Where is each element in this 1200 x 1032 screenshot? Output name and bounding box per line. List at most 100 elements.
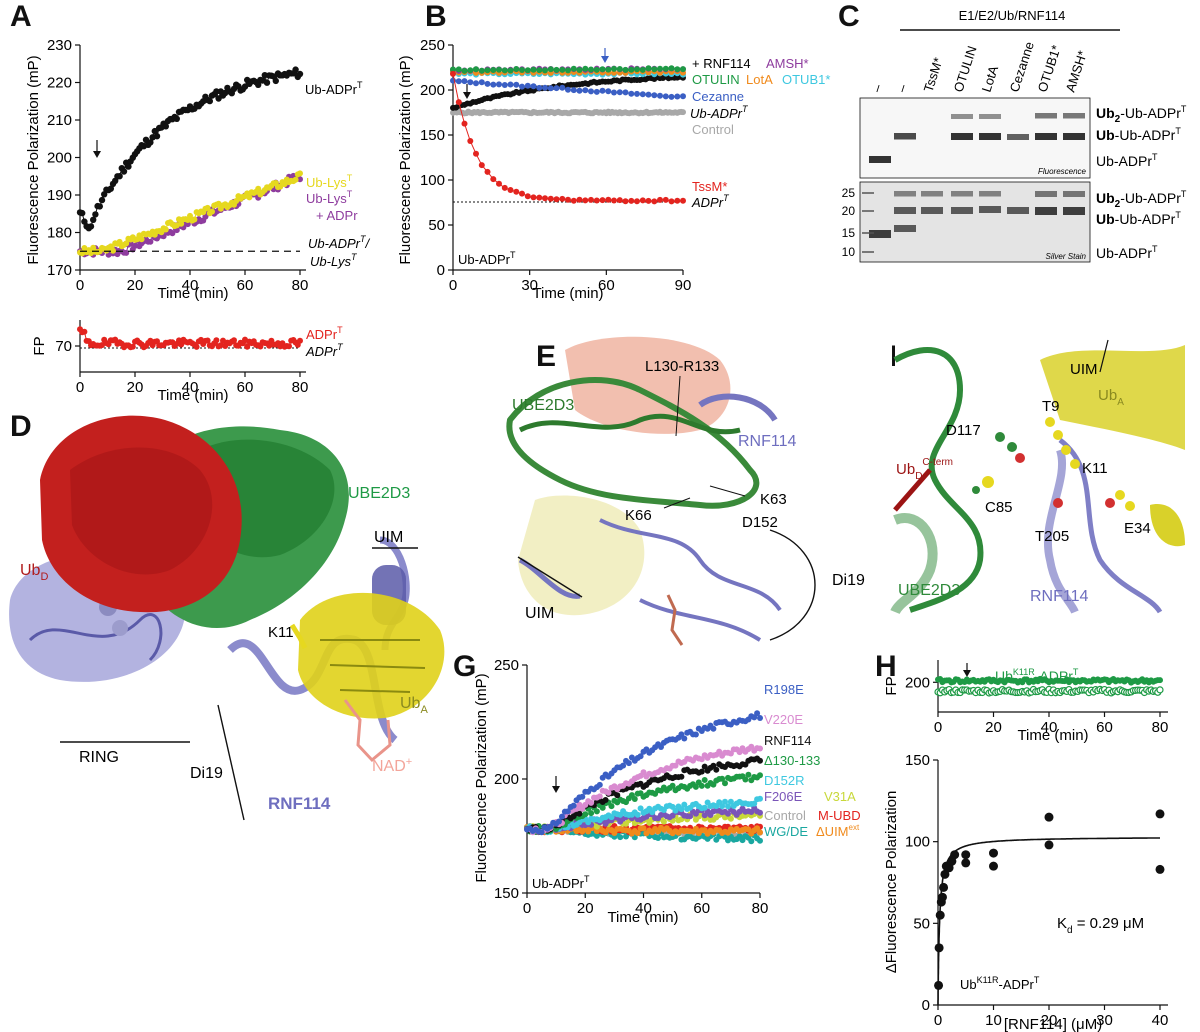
- data-point-ub-lys-adpr: [123, 249, 130, 256]
- mw-marker: 15: [842, 226, 856, 240]
- data-point-9: [757, 837, 763, 844]
- data-point-otulin: [622, 66, 629, 73]
- data-point-ub-adpr: [107, 185, 115, 192]
- b-ytick-label: 50: [428, 217, 445, 234]
- data-point-tssm: [496, 180, 502, 187]
- g-xlabel: Time (min): [607, 909, 678, 926]
- data-point-tssm: [622, 198, 629, 205]
- b-inside-label: Ub-ADPrT: [458, 250, 516, 267]
- data-point-otulin: [484, 67, 491, 74]
- data-point-ub-adpr: [125, 163, 132, 170]
- band-label: Ub-ADPrT: [1096, 152, 1158, 169]
- data-point-tssm: [559, 195, 566, 202]
- data-point-tssm: [576, 196, 583, 203]
- h-ytick-label: 0: [922, 997, 930, 1014]
- b-label-control: Control: [692, 122, 734, 137]
- data-point-tssm: [547, 195, 554, 202]
- data-point-0: [570, 802, 577, 809]
- h1-label: UbK11R-ADPrT: [995, 667, 1079, 684]
- data-point-cezanne: [662, 93, 669, 100]
- g-ytick-label: 250: [494, 657, 519, 674]
- gel-band: [979, 133, 1001, 140]
- data-point-10: [640, 825, 647, 832]
- panel-g-chart: 150 200 250 0 20 40 60 80 Fluorescence Polariz…: [473, 657, 861, 926]
- data-point-tssm: [680, 197, 686, 204]
- data-point-1: [640, 769, 647, 776]
- mw-marker: 10: [842, 245, 856, 259]
- h-ytick-label: 100: [905, 834, 930, 851]
- data-point-0: [620, 762, 627, 769]
- h1-xtick-label: 0: [934, 719, 942, 736]
- e-label-k66: K66: [625, 507, 652, 524]
- a-label-ub-adpr: Ub-ADPrT: [305, 80, 363, 97]
- d-label-k11: K11: [268, 624, 294, 641]
- band-label: Ub-Ub-ADPrT: [1096, 126, 1181, 143]
- data-point-9: [748, 838, 755, 845]
- legend-entry: V220E: [764, 712, 803, 727]
- f-label-rnf114: RNF114: [1030, 588, 1088, 605]
- band-label: Ub-Ub-ADPrT: [1096, 210, 1181, 227]
- data-point-2: [576, 810, 583, 817]
- g-xtick-label: 60: [693, 900, 710, 917]
- data-point-tssm: [530, 194, 537, 201]
- a-xtick-label: 80: [292, 277, 309, 294]
- data-point-tssm: [519, 190, 525, 197]
- data-point-otulin: [496, 66, 502, 73]
- data-point-cezanne: [605, 88, 612, 95]
- data-point-otulin: [593, 66, 600, 73]
- data-point-tssm: [473, 150, 479, 157]
- h1-xtick-label: 40: [1041, 719, 1058, 736]
- panel-b-chart: 0 50 100 150 200 250 0 30 60 90 Fluorescence Pol…: [397, 37, 830, 302]
- panel-letter-g: G: [453, 650, 477, 683]
- data-point-3: [722, 780, 728, 787]
- data-point-otulin: [547, 66, 554, 73]
- data-point-4: [751, 800, 758, 807]
- data-point-ub-adpr: [116, 173, 123, 180]
- h1-xlabel: Time (min): [1017, 727, 1088, 744]
- data-point-cezanne: [455, 78, 462, 85]
- gel-band: [921, 207, 943, 214]
- e-label-d152: D152: [742, 514, 778, 531]
- data-point-ub-lys: [255, 185, 262, 192]
- data-point-tssm: [570, 197, 577, 204]
- lane-label: Cezanne: [1007, 40, 1037, 94]
- e-label-uim: UIM: [525, 605, 554, 622]
- data-point-adpr: [193, 343, 200, 350]
- data-point-cezanne: [628, 90, 635, 97]
- binding-data-point: [937, 892, 947, 902]
- data-point-otulin: [455, 66, 462, 73]
- a-ytick-label: 230: [47, 37, 72, 54]
- data-point-tssm: [513, 188, 520, 195]
- data-point-ub-lys: [178, 220, 185, 227]
- data-point-4: [757, 795, 763, 802]
- data-point-control: [680, 109, 686, 116]
- data-point-ub-adpr: [87, 223, 95, 230]
- data-point-tssm: [490, 176, 497, 183]
- data-point-tssm: [668, 198, 675, 205]
- b-ytick-label: 100: [420, 172, 445, 189]
- panel-e-structure: L130-R133 UBE2D3 RNF114 K63 K66 D152 UIM…: [506, 336, 865, 646]
- data-point-tssm: [645, 197, 652, 204]
- d-label-ring: RING: [79, 749, 119, 766]
- a-label-baseline-1: Ub-ADPrT/: [308, 234, 371, 251]
- data-point-otulin: [611, 65, 617, 72]
- data-point-ub-lys-adpr: [147, 238, 154, 245]
- legend-entry: ΔUIMext: [816, 823, 860, 839]
- data-point-cezanne: [536, 84, 543, 91]
- band-label: Ub-ADPrT: [1096, 244, 1158, 261]
- a-label-plus-adpr: + ADPr: [316, 208, 358, 223]
- data-point-4: [672, 807, 679, 814]
- b-label-rnf114: + RNF114: [692, 56, 751, 71]
- data-point-ub-adpr: [292, 66, 299, 73]
- c-gel1-caption: Fluorescence: [1038, 167, 1087, 176]
- data-point-adpr: [213, 337, 220, 344]
- data-point-cezanne: [467, 79, 474, 86]
- panel-f-structure: UIM UbA T9 D117 K11 UbDC-term C85 E34 T2…: [890, 335, 1185, 615]
- data-point-5: [687, 813, 694, 820]
- gel-band: [951, 114, 973, 119]
- data-point-3: [692, 783, 699, 790]
- h1-ylabel: FP: [883, 676, 900, 695]
- data-point-tssm: [501, 184, 508, 191]
- data-point-2: [602, 797, 609, 803]
- panel-letter-e: E: [536, 340, 557, 373]
